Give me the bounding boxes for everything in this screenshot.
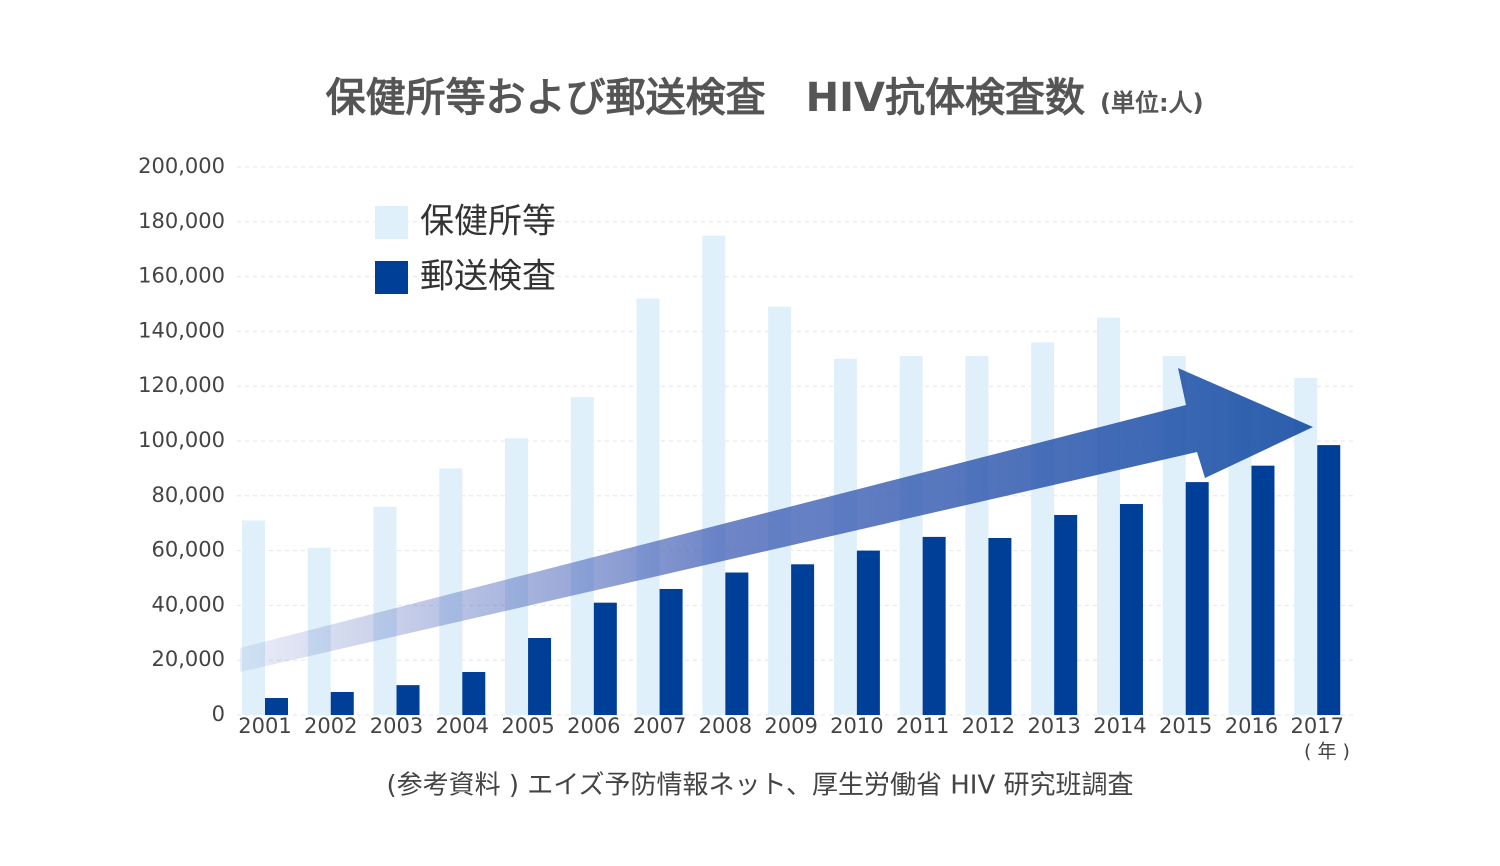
bar (265, 698, 288, 715)
bar (965, 356, 989, 715)
y-tick-label: 160,000 (138, 264, 225, 288)
source-note: (参考資料 ) エイズ予防情報ネット、厚生労働省 HIV 研究班調査 (386, 771, 1133, 801)
bar (330, 691, 354, 715)
x-tick-label: 2002 (304, 714, 357, 738)
legend-swatch (375, 206, 408, 239)
x-tick-label: 2015 (1159, 714, 1212, 738)
bar (725, 572, 749, 715)
y-tick-label: 20,000 (152, 647, 225, 671)
x-tick-label: 2003 (370, 714, 423, 738)
bar (1294, 377, 1318, 715)
bar (439, 468, 463, 715)
bar (1185, 482, 1209, 715)
x-tick-label: 2012 (962, 714, 1015, 738)
bar (791, 564, 815, 715)
x-tick-label: 2008 (699, 714, 752, 738)
bar (396, 685, 420, 715)
x-tick-label: 2017 (1291, 714, 1344, 738)
x-tick-label: 2016 (1225, 714, 1278, 738)
bar (1251, 465, 1275, 715)
x-tick-label: 2001 (238, 714, 291, 738)
bar (462, 671, 486, 715)
y-tick-label: 40,000 (152, 592, 225, 616)
x-tick-label: 2009 (764, 714, 817, 738)
bar (702, 235, 726, 715)
y-tick-label: 140,000 (138, 318, 225, 342)
x-tick-label: 2010 (830, 714, 883, 738)
bar (1096, 317, 1120, 715)
legend-label: 保健所等 (420, 202, 556, 242)
bar (856, 550, 880, 715)
bar (505, 438, 529, 715)
bar (833, 358, 857, 715)
x-tick-label: 2006 (567, 714, 620, 738)
bar (899, 356, 923, 715)
x-tick-label: 2011 (896, 714, 949, 738)
y-tick-label: 120,000 (138, 373, 225, 397)
y-tick-label: 200,000 (138, 154, 225, 178)
trend-arrow (240, 368, 1313, 672)
y-tick-label: 60,000 (152, 538, 225, 562)
x-tick-label: 2013 (1027, 714, 1080, 738)
bar (659, 588, 683, 715)
bar (1054, 514, 1078, 715)
bar (570, 397, 594, 715)
bar (1119, 504, 1143, 715)
bar (593, 602, 617, 715)
bar (242, 520, 265, 715)
bar (988, 537, 1012, 715)
x-tick-label: 2014 (1093, 714, 1146, 738)
bar (528, 638, 552, 715)
y-tick-label: 80,000 (152, 483, 225, 507)
legend-swatch (375, 261, 408, 294)
legend-label: 郵送検査 (420, 257, 556, 297)
unit-label: (単位:人) (1100, 89, 1204, 117)
y-tick-label: 0 (212, 702, 225, 726)
bar (922, 536, 946, 715)
y-tick-label: 100,000 (138, 428, 225, 452)
x-tick-label: 2005 (501, 714, 554, 738)
bar (1228, 399, 1252, 715)
chart-title: 保健所等および郵送検査 HIV抗体検査数 (326, 75, 1085, 121)
x-tick-label: 2004 (436, 714, 489, 738)
bar (1317, 445, 1341, 715)
x-tick-label: 2007 (633, 714, 686, 738)
bar (1031, 342, 1055, 715)
bar (636, 298, 660, 715)
x-unit-label: ( 年 ) (1304, 741, 1350, 763)
y-tick-label: 180,000 (138, 209, 225, 233)
